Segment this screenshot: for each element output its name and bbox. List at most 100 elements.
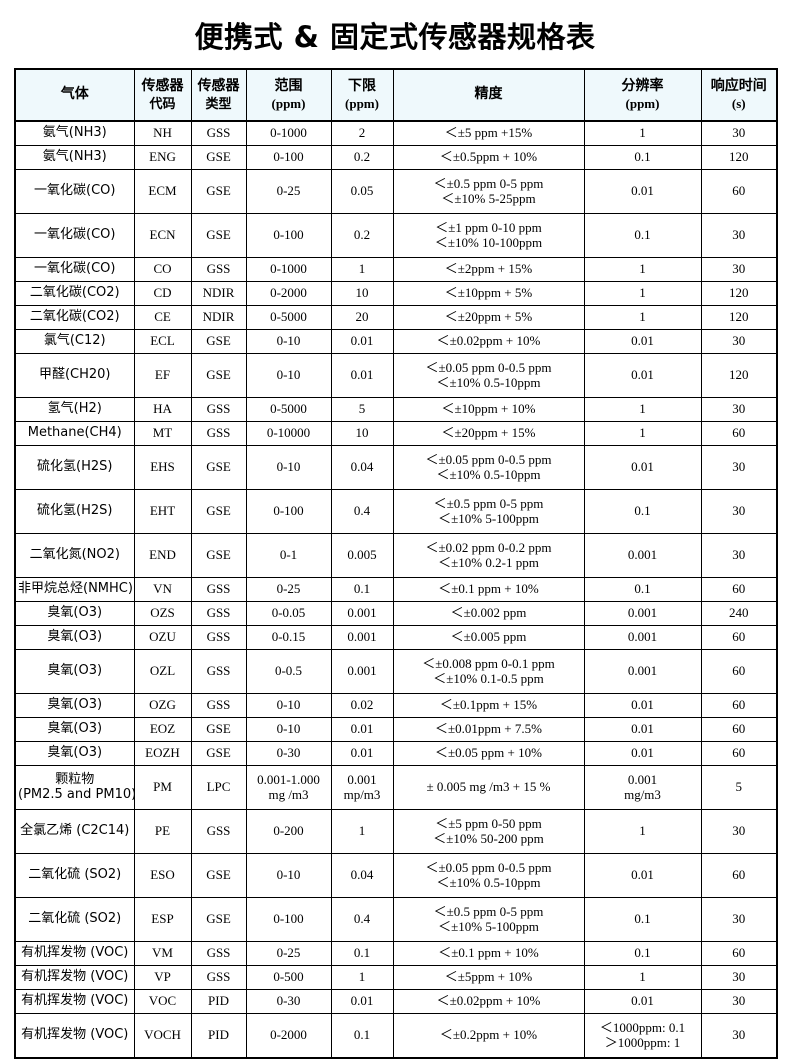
cell-type-line1: GSE xyxy=(206,503,231,519)
cell-acc: ＜±0.1ppm + 15% xyxy=(392,692,585,718)
column-header-unit: 代码 xyxy=(149,95,176,111)
cell-code: ECM xyxy=(133,168,192,214)
cell-gas-line1: 硫化氢(H2S) xyxy=(37,459,113,475)
cell-time-line1: 240 xyxy=(729,605,749,621)
cell-acc-line1: ＜±20ppm + 5% xyxy=(444,309,533,325)
cell-range-line1: 0-10000 xyxy=(266,425,311,441)
cell-gas-line1: 硫化氢(H2S) xyxy=(37,503,113,519)
cell-time-line1: 30 xyxy=(732,993,746,1009)
cell-acc-line1: ＜±0.02ppm + 10% xyxy=(436,333,541,349)
cell-acc-line2: ＜±10% 10-100ppm xyxy=(434,235,543,251)
cell-type-line1: GSE xyxy=(206,459,231,475)
cell-res-line1: 0.001 xyxy=(627,547,658,563)
cell-range-line1: 0-10 xyxy=(276,867,301,883)
cell-code-line1: MT xyxy=(152,425,173,441)
cell-range-line1: 0-10 xyxy=(276,697,301,713)
cell-limit-line1: 0.005 xyxy=(347,547,377,563)
cell-gas: 有机挥发物 (VOC) xyxy=(14,940,135,966)
cell-time-line1: 30 xyxy=(732,125,746,141)
cell-acc-line1: ＜±0.05 ppm + 10% xyxy=(435,745,542,761)
cell-acc: ＜±0.1 ppm + 10% xyxy=(392,940,585,966)
cell-res-line2: ＞1000ppm: 1 xyxy=(604,1035,681,1051)
cell-time-line1: 60 xyxy=(732,629,746,645)
cell-type: GSE xyxy=(190,168,247,214)
cell-res-line1: 0.1 xyxy=(634,149,651,165)
cell-range-line1: 0-30 xyxy=(276,745,301,761)
cell-time-line1: 60 xyxy=(732,663,746,679)
cell-time: 60 xyxy=(700,716,778,742)
cell-code-line1: ECM xyxy=(148,183,177,199)
cell-code: ESP xyxy=(133,896,192,942)
cell-range: 0-500 xyxy=(245,964,332,990)
cell-range: 0-100 xyxy=(245,144,332,170)
cell-type-line1: GSS xyxy=(206,425,231,441)
cell-gas: 氯气(C12) xyxy=(14,328,135,354)
cell-time-line1: 120 xyxy=(729,367,749,383)
cell-type: GSE xyxy=(190,532,247,578)
cell-acc-line1: ＜±2ppm + 15% xyxy=(444,261,533,277)
cell-range: 0-1000 xyxy=(245,256,332,282)
column-header-label: 精度 xyxy=(474,86,503,103)
cell-res: 0.001 xyxy=(583,648,702,694)
cell-acc-line2: ＜±10% 0.5-10ppm xyxy=(436,467,541,483)
cell-acc: ＜±0.05 ppm + 10% xyxy=(392,740,585,766)
cell-res: 0.1 xyxy=(583,144,702,170)
cell-type: GSE xyxy=(190,896,247,942)
cell-type-line1: GSS xyxy=(206,261,231,277)
cell-code: OZS xyxy=(133,600,192,626)
cell-code-line1: EOZH xyxy=(145,745,180,761)
cell-time: 30 xyxy=(700,988,778,1014)
cell-code: ENG xyxy=(133,144,192,170)
cell-time: 30 xyxy=(700,444,778,490)
table-row: 臭氧(O3) OZG GSS 0-10 0.02 ＜±0.1ppm + 15% 0.01 60 xyxy=(14,692,778,718)
cell-acc-line1: ＜±0.2ppm + 10% xyxy=(439,1027,538,1043)
cell-time: 30 xyxy=(700,328,778,354)
cell-res: ＜1000ppm: 0.1 ＞1000ppm: 1 xyxy=(583,1012,702,1059)
cell-gas: 非甲烷总烃(NMHC) xyxy=(14,576,135,602)
cell-range-line1: 0-10 xyxy=(276,333,301,349)
cell-time: 60 xyxy=(700,576,778,602)
cell-time-line1: 30 xyxy=(732,401,746,417)
cell-res-line1: 0.01 xyxy=(631,333,654,349)
cell-limit: 1 xyxy=(330,964,394,990)
table-body: 氨气(NH3) NH GSS 0-1000 2 ＜±5 ppm +15% 1 30 氨气(NH3… xyxy=(14,120,778,1059)
cell-res-line1: 1 xyxy=(639,823,646,839)
cell-acc-line2: ＜±10% 5-100ppm xyxy=(438,511,539,527)
cell-limit-line1: 0.001 xyxy=(347,663,377,679)
cell-type-line1: GSS xyxy=(206,663,231,679)
cell-type: PID xyxy=(190,988,247,1014)
cell-gas-line1: 非甲烷总烃(NMHC) xyxy=(18,581,133,597)
table-row: 二氧化硫 (SO2) ESP GSE 0-100 0.4 ＜±0.5 ppm 0-5 pp… xyxy=(14,896,778,942)
cell-code-line1: EHS xyxy=(150,459,175,475)
cell-range-line1: 0-2000 xyxy=(270,285,307,301)
cell-acc: ＜±0.5 ppm 0-5 ppm ＜±10% 5-100ppm xyxy=(392,488,585,534)
cell-type-line1: GSS xyxy=(206,629,231,645)
cell-code: HA xyxy=(133,396,192,422)
cell-range-line1: 0-25 xyxy=(276,581,301,597)
cell-acc-line1: ＜±0.02ppm + 10% xyxy=(436,993,541,1009)
cell-gas-line1: 有机挥发物 (VOC) xyxy=(21,1027,129,1043)
table-row: 二氧化氮(NO2) END GSE 0-1 0.005 ＜±0.02 ppm 0-0.2 … xyxy=(14,532,778,578)
cell-time: 30 xyxy=(700,808,778,854)
cell-type-line1: GSS xyxy=(206,697,231,713)
cell-gas: 有机挥发物 (VOC) xyxy=(14,988,135,1014)
cell-limit: 0.1 xyxy=(330,940,394,966)
cell-res-line1: 1 xyxy=(639,969,646,985)
cell-gas: 有机挥发物 (VOC) xyxy=(14,964,135,990)
cell-type-line1: GSE xyxy=(206,367,231,383)
cell-gas-line1: 一氧化碳(CO) xyxy=(34,183,116,199)
cell-res: 0.1 xyxy=(583,940,702,966)
cell-code-line1: ESP xyxy=(151,911,174,927)
cell-limit: 0.1 xyxy=(330,576,394,602)
cell-time-line1: 30 xyxy=(732,261,746,277)
cell-time-line1: 60 xyxy=(732,697,746,713)
table-row: 臭氧(O3) EOZH GSE 0-30 0.01 ＜±0.05 ppm + 10% 0.0… xyxy=(14,740,778,766)
cell-acc-line2: ＜±10% 50-200 ppm xyxy=(433,831,544,847)
table-row: 臭氧(O3) OZS GSS 0-0.05 0.001 ＜±0.002 ppm 0.001 2… xyxy=(14,600,778,626)
cell-time: 120 xyxy=(700,304,778,330)
cell-code: END xyxy=(133,532,192,578)
cell-res-line1: 0.1 xyxy=(634,503,651,519)
cell-type-line1: PID xyxy=(208,1027,229,1043)
cell-time-line1: 120 xyxy=(729,309,749,325)
cell-res-line1: 0.1 xyxy=(634,911,651,927)
